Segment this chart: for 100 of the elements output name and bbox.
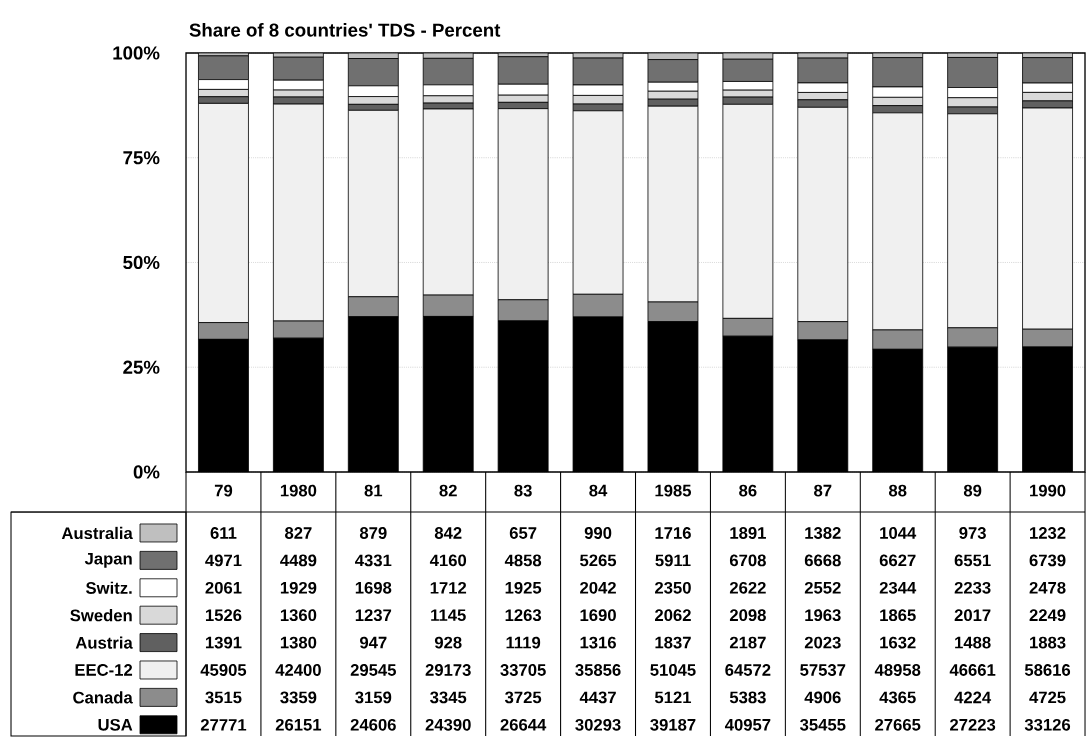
text: 6708 <box>729 554 766 567</box>
text: 4906 <box>804 691 841 704</box>
text: 611 <box>210 527 237 539</box>
y-tick-label: 75% <box>123 151 160 165</box>
text: 27223 <box>950 718 996 731</box>
text: 57537 <box>800 664 846 676</box>
y-tick-label: 50% <box>123 255 160 270</box>
text: 842 <box>434 527 462 539</box>
text: 2061 <box>205 581 242 594</box>
text: 1925 <box>505 581 542 594</box>
text: 2478 <box>1029 581 1066 594</box>
text: 5121 <box>654 691 692 704</box>
text: 5911 <box>655 554 691 567</box>
text: 51045 <box>650 664 696 676</box>
text: 2017 <box>954 609 991 622</box>
text: 3159 <box>355 691 392 704</box>
text: 3725 <box>504 691 542 704</box>
text: 1837 <box>655 636 691 649</box>
text: 27771 <box>200 718 247 731</box>
text: 6627 <box>879 554 916 567</box>
x-tick-label: 79 <box>214 484 233 497</box>
y-tick-label: 100% <box>113 46 160 60</box>
text: 26151 <box>275 718 322 731</box>
text: 2098 <box>729 609 766 622</box>
text: 947 <box>359 636 387 649</box>
text: 4489 <box>280 554 317 567</box>
text: 4971 <box>205 554 242 567</box>
text: 879 <box>359 527 387 539</box>
x-tick-label: 88 <box>888 484 907 497</box>
x-tick-label: 83 <box>514 484 532 497</box>
text: 1632 <box>880 636 916 649</box>
text: 657 <box>509 527 537 539</box>
text: 24390 <box>425 718 471 731</box>
text: 2344 <box>879 581 917 594</box>
x-tick-label: 82 <box>439 484 457 497</box>
text: 30293 <box>575 718 621 731</box>
text: 1382 <box>805 527 841 539</box>
text: 1119 <box>506 636 541 649</box>
text: 2552 <box>804 581 841 594</box>
text: 1690 <box>580 609 616 622</box>
x-tick-label: 1980 <box>280 484 317 497</box>
text: 42400 <box>275 664 321 676</box>
text: 4365 <box>879 691 916 704</box>
text: 1145 <box>431 609 466 621</box>
text: 4224 <box>954 691 992 704</box>
text: 27665 <box>875 718 921 731</box>
text: 2622 <box>729 581 766 594</box>
text: 1237 <box>355 609 392 622</box>
y-tick-label: 0% <box>133 465 160 479</box>
text: 1891 <box>730 527 766 539</box>
text: 2062 <box>655 609 691 622</box>
text: 1963 <box>805 609 841 622</box>
text: 1929 <box>280 581 317 594</box>
x-tick-label: 1990 <box>1030 484 1066 497</box>
text: 46661 <box>949 664 996 676</box>
legend-label: Australia <box>61 526 133 540</box>
x-tick-label: 84 <box>589 484 608 497</box>
text: 1883 <box>1030 636 1066 649</box>
text: 2350 <box>655 581 691 594</box>
text: 33705 <box>500 664 546 676</box>
text: 2233 <box>954 581 991 594</box>
text: 1716 <box>655 527 691 539</box>
text: 29173 <box>425 664 471 676</box>
text: 4858 <box>504 554 542 567</box>
text: 2187 <box>729 636 766 649</box>
legend-label: Japan <box>84 552 132 568</box>
text: 35455 <box>800 718 846 731</box>
text: 1263 <box>505 609 542 622</box>
legend-label: Sweden <box>70 609 132 622</box>
text: 1044 <box>880 527 917 539</box>
text: 1316 <box>580 636 616 649</box>
text: 2023 <box>804 636 841 649</box>
text: 1526 <box>205 609 242 622</box>
text: 1865 <box>880 609 916 622</box>
text: 5383 <box>729 691 766 704</box>
text: 1232 <box>1030 527 1066 539</box>
text: 2249 <box>1029 609 1066 622</box>
text: 58616 <box>1024 664 1071 676</box>
chart-title: Share of 8 countries' TDS - Percent <box>189 23 501 37</box>
text: 45905 <box>200 664 247 676</box>
x-tick-label: 1985 <box>655 484 692 497</box>
text: 35856 <box>575 664 621 676</box>
text: 26644 <box>500 718 547 731</box>
legend-label: Canada <box>73 691 133 704</box>
text: 4331 <box>355 554 392 567</box>
text: 40957 <box>724 718 771 731</box>
text: 29545 <box>350 664 396 676</box>
text: 827 <box>285 527 312 539</box>
text: 6551 <box>954 554 991 567</box>
text: 48958 <box>874 664 921 676</box>
text: 1391 <box>205 636 242 649</box>
text: 973 <box>959 527 986 539</box>
x-tick-label: 87 <box>814 484 832 497</box>
x-tick-label: 81 <box>364 484 383 497</box>
x-tick-label: 89 <box>963 484 982 497</box>
text: 64572 <box>725 664 771 676</box>
text: 1360 <box>280 609 317 622</box>
text: 24606 <box>350 718 396 731</box>
text: 39187 <box>650 718 696 731</box>
text: 33126 <box>1024 718 1071 731</box>
